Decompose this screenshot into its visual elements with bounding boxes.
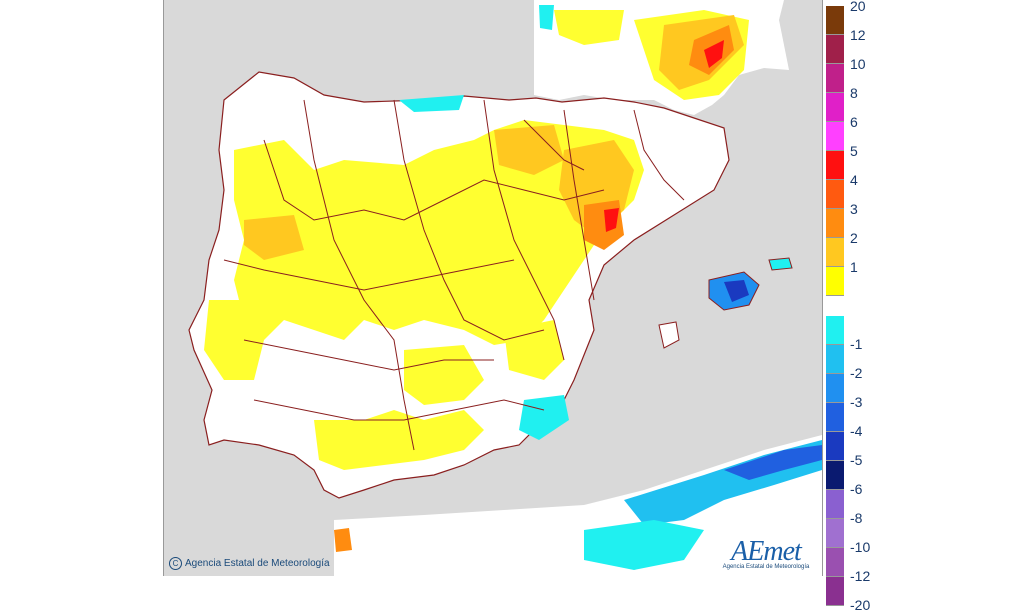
- anomaly-zone-13: [604, 208, 619, 232]
- anomaly-zone-10: [704, 40, 724, 68]
- legend-label: 6: [850, 114, 858, 130]
- ibiza-island: [658, 321, 680, 349]
- legend-label: 2: [850, 230, 858, 246]
- copyright-text: Agencia Estatal de Meteorología: [185, 558, 330, 569]
- legend-label: -6: [850, 481, 863, 497]
- anomaly-zone-15: [244, 215, 304, 260]
- legend-swatch: [826, 35, 844, 64]
- legend-label: -1: [850, 336, 863, 352]
- anomaly-zone-6: [504, 320, 564, 380]
- africa-warm-spot: [334, 528, 352, 552]
- map-frame: C Agencia Estatal de Meteorología AEmet A…: [163, 0, 823, 576]
- legend-swatch: [826, 577, 844, 606]
- legend-swatch: [826, 267, 844, 296]
- legend-label: 20: [850, 0, 866, 14]
- anomaly-zone-18: [539, 5, 554, 30]
- anomaly-zone-1: [234, 120, 644, 345]
- copyright-notice: C Agencia Estatal de Meteorología: [169, 557, 330, 570]
- legend-label: -10: [850, 539, 871, 555]
- legend-swatch: [826, 93, 844, 122]
- legend-swatch: [826, 345, 844, 374]
- anomaly-zone-2: [314, 410, 484, 470]
- legend-label: 12: [850, 27, 866, 43]
- africa-land: [334, 435, 822, 576]
- legend-swatch: [826, 151, 844, 180]
- anomaly-zone-16: [399, 95, 464, 112]
- legend-label: -8: [850, 510, 863, 526]
- legend-swatch: [826, 180, 844, 209]
- mallorca-core: [724, 280, 749, 302]
- legend-swatch: [826, 461, 844, 490]
- legend-swatch: [826, 403, 844, 432]
- africa-cold-zone-3: [584, 520, 704, 570]
- legend-swatch: [826, 316, 844, 345]
- copyright-icon: C: [169, 557, 182, 570]
- legend-label: 5: [850, 143, 858, 159]
- logo-brand: AEmet: [731, 536, 802, 567]
- legend-label: 3: [850, 201, 858, 217]
- anomaly-zone-17: [519, 395, 569, 440]
- legend-swatch: [826, 490, 844, 519]
- legend-swatch: [826, 432, 844, 461]
- legend-label: -2: [850, 365, 863, 381]
- menorca-island: [768, 257, 793, 271]
- color-legend: 20 12 10 8 6 5 4 3 2 1 -1 -2 -3 -4 -5 -6 -8 -10 -12 -20: [824, 0, 884, 613]
- legend-label: -3: [850, 394, 863, 410]
- legend-label: -12: [850, 568, 871, 584]
- aemet-logo: AEmet Agencia Estatal de Meteorología: [716, 536, 816, 571]
- africa-cold-zone-2: [724, 445, 822, 480]
- region-borders: [223, 99, 685, 451]
- anomaly-map: [164, 0, 822, 576]
- legend-swatch: [826, 519, 844, 548]
- anomaly-zone-4: [554, 10, 624, 45]
- legend-label: 8: [850, 85, 858, 101]
- legend-label: 4: [850, 172, 858, 188]
- legend-label: -20: [850, 597, 871, 613]
- legend-label: 10: [850, 56, 866, 72]
- logo-subtitle: Agencia Estatal de Meteorología: [722, 564, 810, 570]
- legend-swatch: [826, 122, 844, 151]
- legend-swatch: [826, 548, 844, 577]
- legend-label: -4: [850, 423, 863, 439]
- legend-label: 1: [850, 259, 858, 275]
- legend-swatch: [826, 6, 844, 35]
- legend-swatch: [826, 238, 844, 267]
- anomaly-zone-7: [204, 300, 264, 380]
- legend-swatch: [826, 374, 844, 403]
- legend-swatch: [826, 209, 844, 238]
- anomaly-zone-14: [494, 125, 564, 175]
- legend-label: -5: [850, 452, 863, 468]
- legend-swatch: [826, 64, 844, 93]
